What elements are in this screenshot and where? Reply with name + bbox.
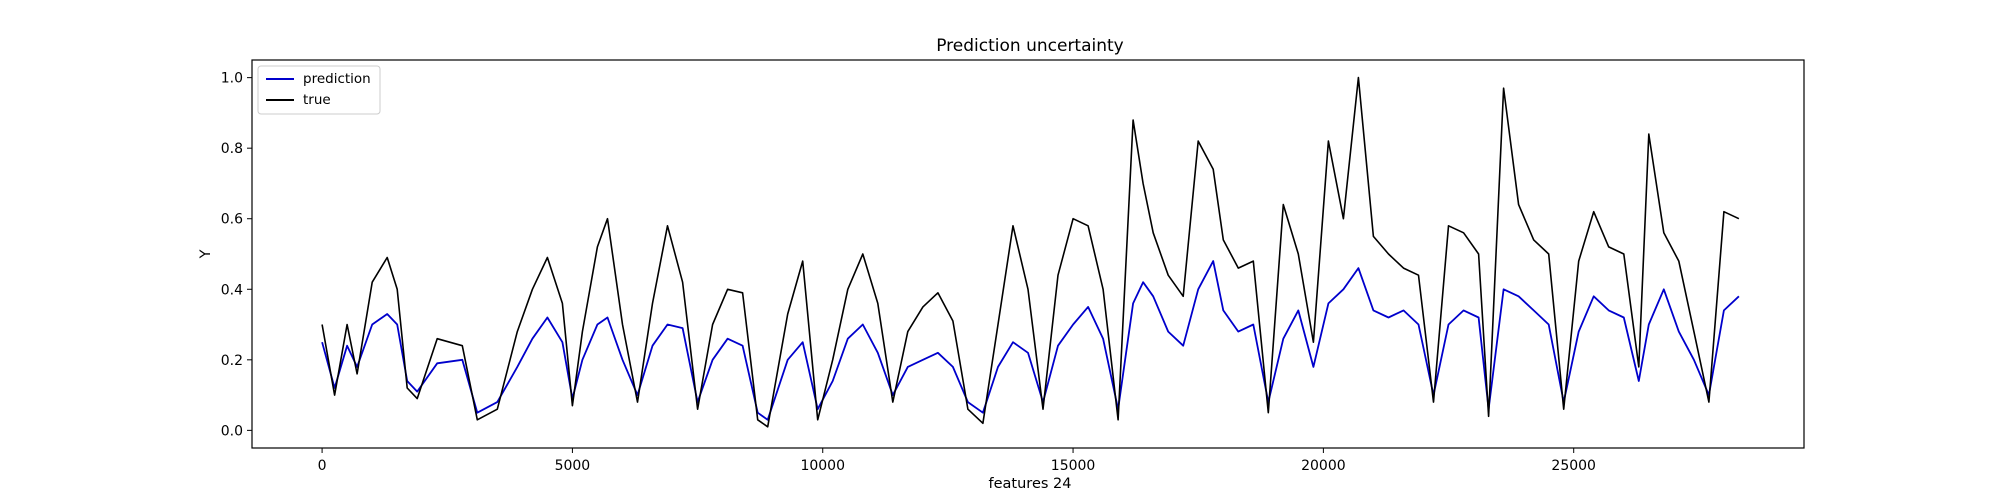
y-tick-label: 1.0 <box>221 71 243 87</box>
y-axis-label: Y <box>198 249 214 259</box>
x-tick-label: 20000 <box>1301 458 1346 474</box>
series-line-prediction <box>321 260 1740 421</box>
legend: prediction true <box>257 65 381 115</box>
series-line-true <box>321 76 1740 428</box>
x-axis-label: features 24 <box>989 476 1072 492</box>
y-tick-label: 0.4 <box>221 282 243 298</box>
plot-frame <box>251 59 1805 449</box>
x-tick-label: 5000 <box>555 458 591 474</box>
plot-area <box>251 59 1805 449</box>
legend-label-true: true <box>303 92 331 108</box>
chart-title: Prediction uncertainty <box>936 36 1124 56</box>
y-tick-label: 0.0 <box>221 423 243 439</box>
y-tick-label: 0.6 <box>221 212 243 228</box>
x-axis-ticks: 0 5000 10000 15000 20000 25000 <box>318 448 1596 474</box>
series-layer <box>321 76 1740 428</box>
y-tick-label: 0.8 <box>221 141 243 157</box>
y-axis-ticks: 0.0 0.2 0.4 0.6 0.8 1.0 <box>221 71 252 439</box>
x-tick-label: 0 <box>318 458 327 474</box>
x-tick-label: 25000 <box>1551 458 1596 474</box>
x-tick-label: 15000 <box>1051 458 1096 474</box>
y-tick-label: 0.2 <box>221 353 243 369</box>
x-tick-label: 10000 <box>800 458 845 474</box>
legend-label-prediction: prediction <box>303 71 371 87</box>
